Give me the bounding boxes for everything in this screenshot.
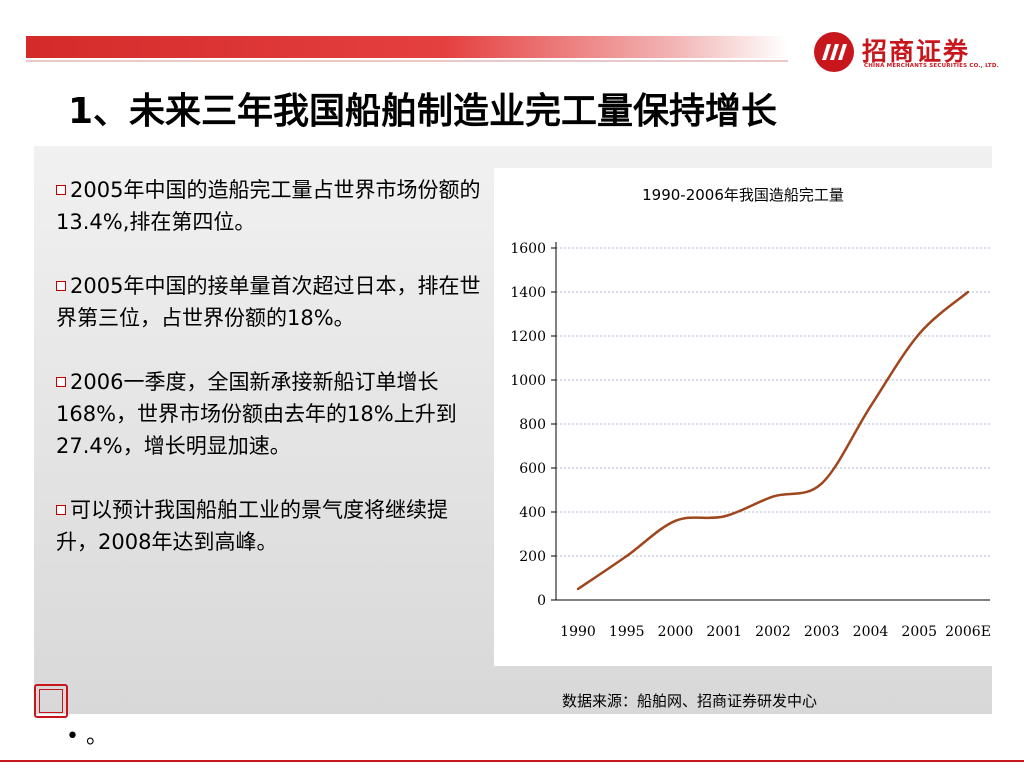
x-tick-label: 2000 [658,624,694,640]
company-logo: 招商证券 CHINA MERCHANTS SECURITIES CO., LTD… [812,30,1002,74]
logo-mark-icon [814,32,854,72]
y-tick-label: 200 [519,549,546,565]
x-tick-label: 1995 [609,624,645,640]
bullet-item: 可以预计我国船舶工业的景气度将继续提升，2008年达到高峰。 [56,494,486,558]
seal-inner-border [39,689,63,713]
square-bullet-icon [56,281,66,291]
seal-stamp-icon [34,684,68,718]
x-tick-label: 2003 [804,624,840,640]
logo-english-text: CHINA MERCHANTS SECURITIES CO., LTD. [864,63,999,69]
x-tick-label: 2002 [755,624,791,640]
bullet-text: 可以预计我国船舶工业的景气度将继续提升，2008年达到高峰。 [56,498,448,554]
chart-area [494,168,992,666]
bullet-list: 2005年中国的造船完工量占世界市场份额的13.4%,排在第四位。 2005年中… [56,174,486,590]
series-line [577,291,969,591]
square-bullet-icon [56,505,66,515]
data-point [674,519,677,522]
square-bullet-icon [56,377,66,387]
y-tick-label: 400 [519,505,546,521]
data-point [869,405,872,408]
y-tick-label: 0 [537,593,546,609]
x-tick-label: 2005 [901,624,937,640]
bullet-item: 2006一季度，全国新承接新船订单增长168%，世界市场份额由去年的18%上升到… [56,366,486,462]
x-tick-label: 1990 [560,624,596,640]
x-tick-label: 2001 [706,624,742,640]
x-tick-label: 2006E [945,624,991,640]
data-point [723,515,726,518]
x-tick-label: 2004 [853,624,889,640]
data-point [918,332,921,335]
footer-rule [0,760,1024,762]
data-point [771,495,775,498]
y-tick-label: 1400 [510,285,546,301]
data-point [966,290,970,294]
chart-title: 1990-2006年我国造船完工量 [642,186,844,204]
y-tick-label: 1000 [510,373,546,389]
square-bullet-icon [56,185,66,195]
bullet-text: 2005年中国的接单量首次超过日本，排在世界第三位，占世界份额的18%。 [56,274,481,330]
data-source-note: 数据来源：船舶网、招商证券研发中心 [562,692,818,710]
y-tick-label: 1600 [510,241,546,257]
data-point [820,482,823,485]
header-rule [26,60,788,62]
y-tick-label: 600 [519,461,546,477]
y-tick-label: 800 [519,417,546,433]
header-bar [26,36,788,58]
bullet-text: 2006一季度，全国新承接新船订单增长168%，世界市场份额由去年的18%上升到… [56,370,457,458]
bullet-text: 2005年中国的造船完工量占世界市场份额的13.4%,排在第四位。 [56,178,481,234]
slide-title: 1、未来三年我国船舶制造业完工量保持增长 [68,91,778,132]
bullet-item: 2005年中国的造船完工量占世界市场份额的13.4%,排在第四位。 [56,174,486,238]
line-chart: 0 200 400 600 800 1000 1200 1400 1600 1990 1995 200… [510,241,991,640]
logo-text: 招商证券 [862,37,971,66]
y-tick-label: 1200 [510,329,546,345]
data-point [576,587,580,591]
data-point [625,554,628,558]
bullet-item: 2005年中国的接单量首次超过日本，排在世界第三位，占世界份额的18%。 [56,270,486,334]
footer-bullet-text: • 。 [66,724,108,749]
